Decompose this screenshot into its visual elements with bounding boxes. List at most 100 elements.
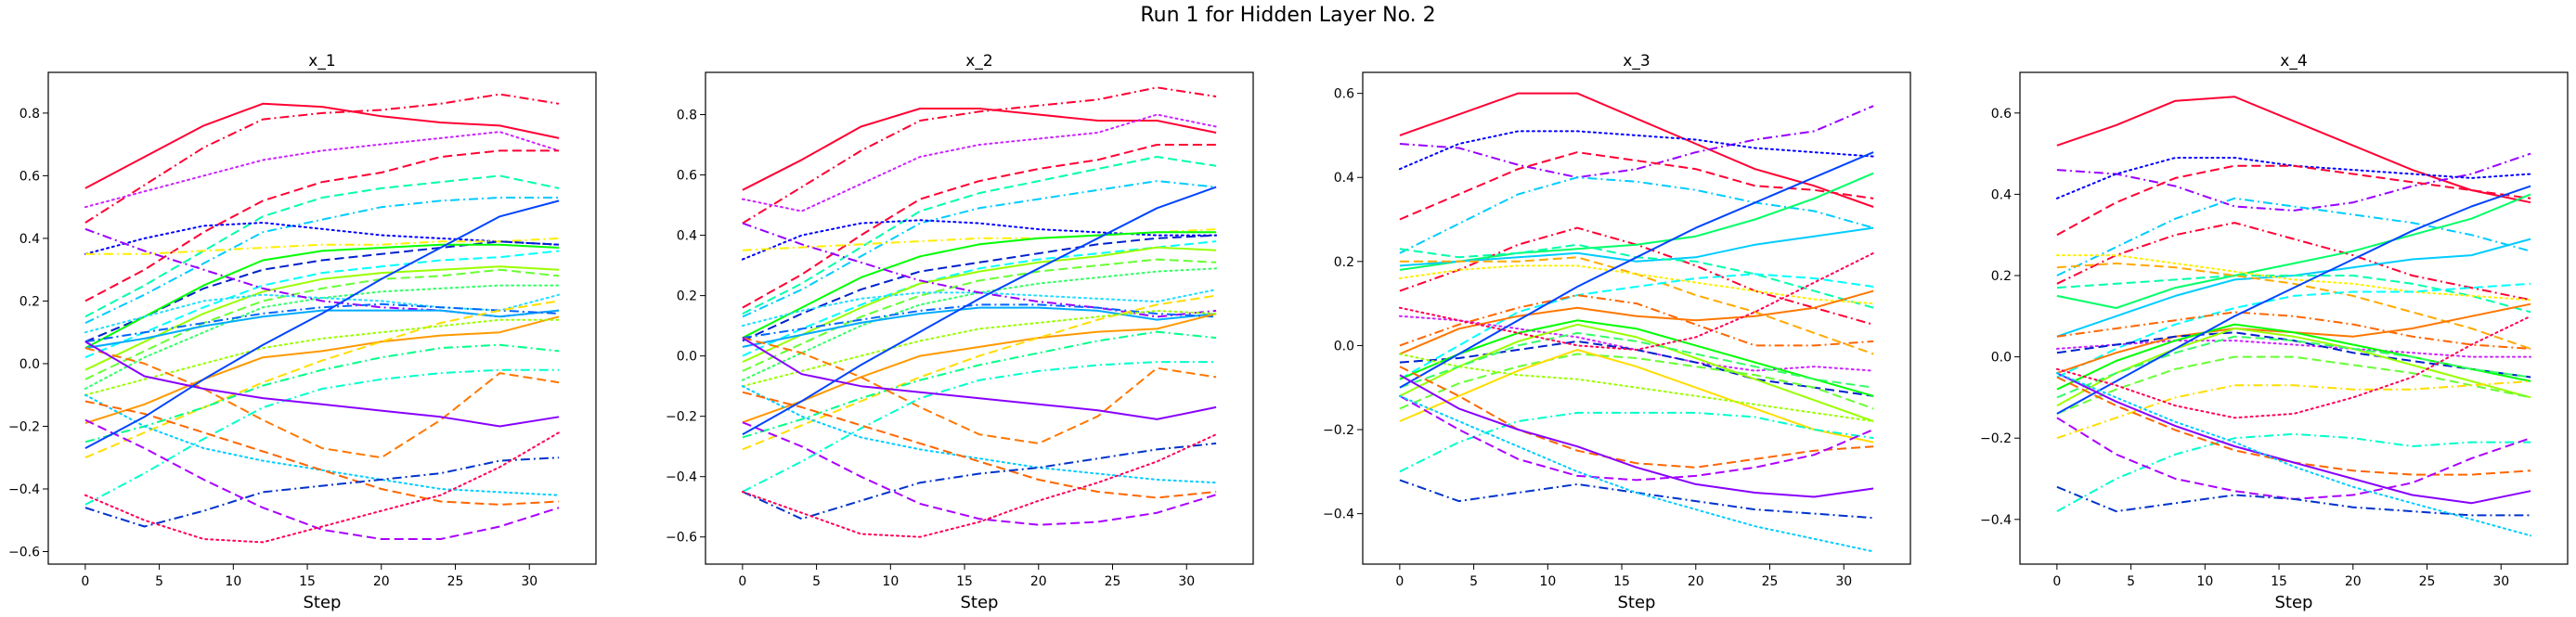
y-tick-label: 0.6 xyxy=(677,169,697,184)
y-tick-label: 0.0 xyxy=(1334,339,1354,353)
series-line-29 xyxy=(2055,315,2532,419)
series-line-3 xyxy=(741,113,1218,212)
series-line-17 xyxy=(742,306,1217,348)
y-tick-label: 0.6 xyxy=(19,169,40,184)
series-line-2 xyxy=(84,93,560,224)
axes-frame xyxy=(47,71,597,565)
subplot-1: 0 5 10 15 20 25 30 −0.6 −0.4 −0.2 0.0 0.2 0.4 0.6 0.8 x… xyxy=(8,52,597,612)
x-tick-label: 15 xyxy=(2271,574,2287,589)
x-tick-label: 0 xyxy=(1395,574,1404,589)
series-line-28 xyxy=(1399,479,1874,520)
series-line-19 xyxy=(742,313,1217,424)
y-tick-label: 0.2 xyxy=(1991,269,2012,284)
series-line-23 xyxy=(2056,432,2531,512)
series-line-21 xyxy=(741,309,1218,388)
y-tick-label: 0.0 xyxy=(19,357,40,372)
series-line-6 xyxy=(2056,222,2531,302)
x-tick-label: 15 xyxy=(299,574,316,589)
x-axis-label: Step xyxy=(961,593,999,612)
x-tick-label: 5 xyxy=(2127,574,2135,589)
subplot-title: x_2 xyxy=(965,52,992,71)
series-line-6 xyxy=(742,180,1217,318)
series-line-1 xyxy=(1399,92,1874,208)
series-line-20 xyxy=(742,294,1217,451)
series-line-31 xyxy=(742,186,1217,436)
x-tick-label: 20 xyxy=(2345,574,2362,589)
y-tick-label: −0.2 xyxy=(666,410,697,425)
series-line-25 xyxy=(1399,366,1874,469)
series-line-27 xyxy=(742,391,1217,499)
series-line-27 xyxy=(84,400,560,506)
series-line-8 xyxy=(1399,226,1874,267)
series-line-7 xyxy=(84,222,561,255)
series-line-26 xyxy=(84,393,561,496)
axes-frame xyxy=(1362,71,1911,565)
series-line-18 xyxy=(742,303,1217,340)
subplot-title: x_3 xyxy=(1623,52,1650,71)
y-tick-label: −0.2 xyxy=(1323,423,1354,438)
series-line-3 xyxy=(2055,157,2532,199)
y-tick-label: 0.2 xyxy=(677,289,697,304)
x-axis-label: Step xyxy=(304,593,342,612)
y-tick-label: 0.2 xyxy=(19,294,40,309)
subplot-3: 0 5 10 15 20 25 30 −0.4 −0.2 0.0 0.2 0.4 0.6 x_3 Step xyxy=(1323,52,1911,612)
series-line-2 xyxy=(742,86,1217,225)
series-line-1 xyxy=(84,102,560,189)
series-line-22 xyxy=(742,330,1217,439)
series-line-27 xyxy=(2056,485,2531,517)
series-line-13 xyxy=(1399,294,1874,347)
subplot-2: 0 5 10 15 20 25 30 −0.6 −0.4 −0.2 0.0 0.2 0.4 0.6 0.8 x… xyxy=(666,52,1254,612)
series-group xyxy=(84,93,561,544)
series-line-27 xyxy=(1399,394,1874,482)
y-tick-label: 0.8 xyxy=(677,109,697,123)
x-tick-label: 5 xyxy=(812,574,821,589)
series-line-11 xyxy=(84,250,560,359)
x-tick-label: 0 xyxy=(738,574,746,589)
series-line-7 xyxy=(1399,172,1874,271)
x-tick-label: 15 xyxy=(956,574,973,589)
series-line-21 xyxy=(84,318,561,396)
series-line-28 xyxy=(2055,372,2532,537)
series-line-22 xyxy=(1398,353,1875,422)
axes-frame xyxy=(705,71,1254,565)
series-line-8 xyxy=(84,237,560,255)
series-line-25 xyxy=(742,337,1217,420)
y-tick-label: 0.4 xyxy=(1991,187,2012,202)
series-line-12 xyxy=(2056,282,2531,379)
series-line-19 xyxy=(1399,331,1874,389)
subplot-title: x_4 xyxy=(2280,52,2307,71)
series-line-12 xyxy=(742,246,1217,364)
x-tick-label: 0 xyxy=(81,574,89,589)
y-tick-label: −0.4 xyxy=(1980,513,2012,528)
series-line-18 xyxy=(84,302,560,343)
series-line-9 xyxy=(742,234,1217,342)
series-line-13 xyxy=(2056,311,2531,350)
series-line-23 xyxy=(742,337,1217,444)
series-line-5 xyxy=(742,156,1217,315)
y-tick-label: −0.4 xyxy=(8,482,40,497)
y-tick-label: −0.2 xyxy=(1980,431,2012,446)
x-tick-label: 5 xyxy=(155,574,163,589)
series-line-20 xyxy=(1399,353,1874,410)
series-line-14 xyxy=(741,267,1218,381)
series-group xyxy=(1398,92,1875,553)
series-line-2 xyxy=(2056,152,2531,212)
series-line-1 xyxy=(742,108,1217,191)
x-tick-label: 20 xyxy=(1030,574,1047,589)
x-tick-label: 15 xyxy=(1613,574,1630,589)
y-tick-label: −0.2 xyxy=(8,419,40,434)
x-tick-label: 25 xyxy=(2419,574,2436,589)
y-tick-label: −0.6 xyxy=(666,531,697,546)
series-line-31 xyxy=(84,199,560,449)
series-line-18 xyxy=(2056,328,2531,407)
series-line-23 xyxy=(1399,151,1874,389)
y-tick-label: 0.4 xyxy=(677,229,697,244)
series-line-13 xyxy=(84,268,560,380)
series-line-17 xyxy=(2056,323,2531,391)
y-tick-label: 0.6 xyxy=(1334,87,1354,102)
y-tick-label: 0.2 xyxy=(1334,255,1354,270)
series-line-16 xyxy=(2056,331,2531,379)
x-axis-label: Step xyxy=(2275,593,2313,612)
